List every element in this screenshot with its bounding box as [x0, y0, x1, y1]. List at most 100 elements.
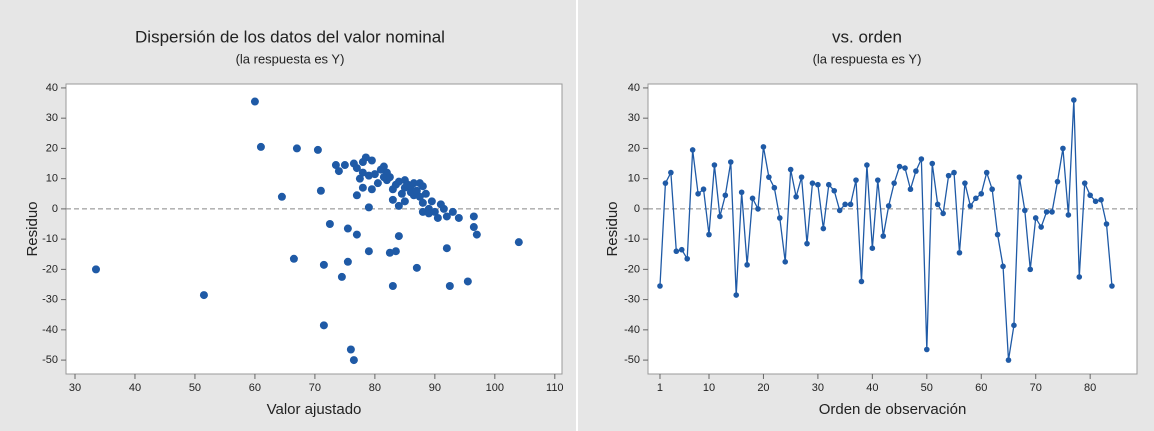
point [776, 215, 783, 221]
point [421, 189, 430, 198]
point [1049, 209, 1055, 215]
point [439, 204, 448, 213]
point [472, 230, 481, 239]
point [91, 265, 100, 274]
point [962, 180, 968, 186]
point [373, 179, 382, 188]
y-tick-label: 0 [634, 203, 640, 215]
point [1000, 263, 1006, 270]
point [364, 171, 373, 180]
point [733, 292, 740, 298]
point [418, 182, 427, 191]
x-tick-label: 50 [189, 382, 201, 394]
point [1043, 209, 1050, 215]
point [787, 166, 794, 173]
point [847, 201, 854, 208]
point [755, 206, 761, 212]
plot-area [65, 83, 563, 375]
point [349, 356, 358, 365]
y-tick-label: 20 [628, 142, 640, 154]
x-tick-label: 10 [703, 382, 715, 394]
point [684, 255, 691, 262]
point [907, 186, 914, 193]
x-tick-label: 60 [975, 382, 987, 394]
point [836, 207, 843, 214]
point [430, 207, 439, 216]
point [388, 195, 397, 204]
point [418, 198, 427, 207]
y-tick-label: 30 [628, 112, 640, 124]
point [358, 183, 367, 192]
y-tick-label: 30 [46, 112, 58, 124]
y-tick-label: -10 [42, 233, 58, 245]
point [289, 254, 298, 263]
point [361, 153, 370, 162]
point [325, 220, 334, 229]
point [956, 249, 963, 256]
point [864, 162, 870, 168]
point [853, 177, 859, 183]
y-tick-label: -10 [624, 233, 640, 245]
point [809, 180, 816, 186]
point [858, 278, 865, 285]
point [331, 161, 340, 170]
point [695, 190, 701, 197]
point [364, 203, 373, 212]
point [1092, 198, 1099, 205]
x-tick-label: 70 [1030, 382, 1042, 394]
point [277, 192, 286, 201]
point [340, 161, 349, 170]
point [973, 195, 979, 202]
point [388, 282, 397, 291]
point [700, 186, 707, 193]
point [706, 231, 712, 238]
point [945, 172, 952, 179]
chart-subtitle: (la respuesta es Y) [236, 51, 345, 66]
point [804, 240, 810, 247]
point [442, 212, 451, 221]
point [1032, 215, 1039, 221]
point [798, 174, 805, 180]
point [418, 207, 427, 216]
point [722, 192, 729, 199]
point [256, 142, 265, 151]
point [1038, 224, 1044, 230]
point [983, 169, 990, 176]
point [1081, 180, 1088, 186]
point [1071, 97, 1077, 103]
point [358, 168, 367, 177]
chart-title: vs. orden [832, 27, 902, 46]
y-tick-label: 40 [46, 82, 58, 94]
point [1022, 207, 1028, 214]
y-tick-label: -50 [624, 354, 640, 366]
point [1005, 357, 1012, 363]
y-tick-label: 20 [46, 142, 58, 154]
point [445, 282, 454, 291]
point [1027, 266, 1034, 273]
point [1054, 178, 1061, 185]
x-tick-label: 70 [309, 382, 321, 394]
point [514, 238, 523, 247]
point [929, 160, 936, 167]
point [869, 245, 876, 252]
x-tick-label: 1 [657, 382, 663, 394]
point [292, 144, 301, 153]
x-tick-label: 50 [921, 382, 933, 394]
point [831, 187, 838, 194]
point [749, 195, 756, 202]
point [678, 246, 685, 253]
point [1065, 212, 1072, 218]
point [343, 257, 352, 266]
point [918, 156, 925, 162]
point [442, 244, 451, 253]
chart-title: Dispersión de los datos del valor nomina… [135, 27, 445, 46]
point [760, 144, 767, 150]
x-tick-label: 110 [546, 382, 564, 394]
point [313, 145, 322, 154]
x-tick-label: 30 [812, 382, 824, 394]
point [199, 291, 208, 300]
point [689, 147, 696, 153]
x-tick-label: 20 [757, 382, 769, 394]
point [409, 179, 418, 188]
x-axis-label: Valor ajustado [267, 401, 362, 418]
